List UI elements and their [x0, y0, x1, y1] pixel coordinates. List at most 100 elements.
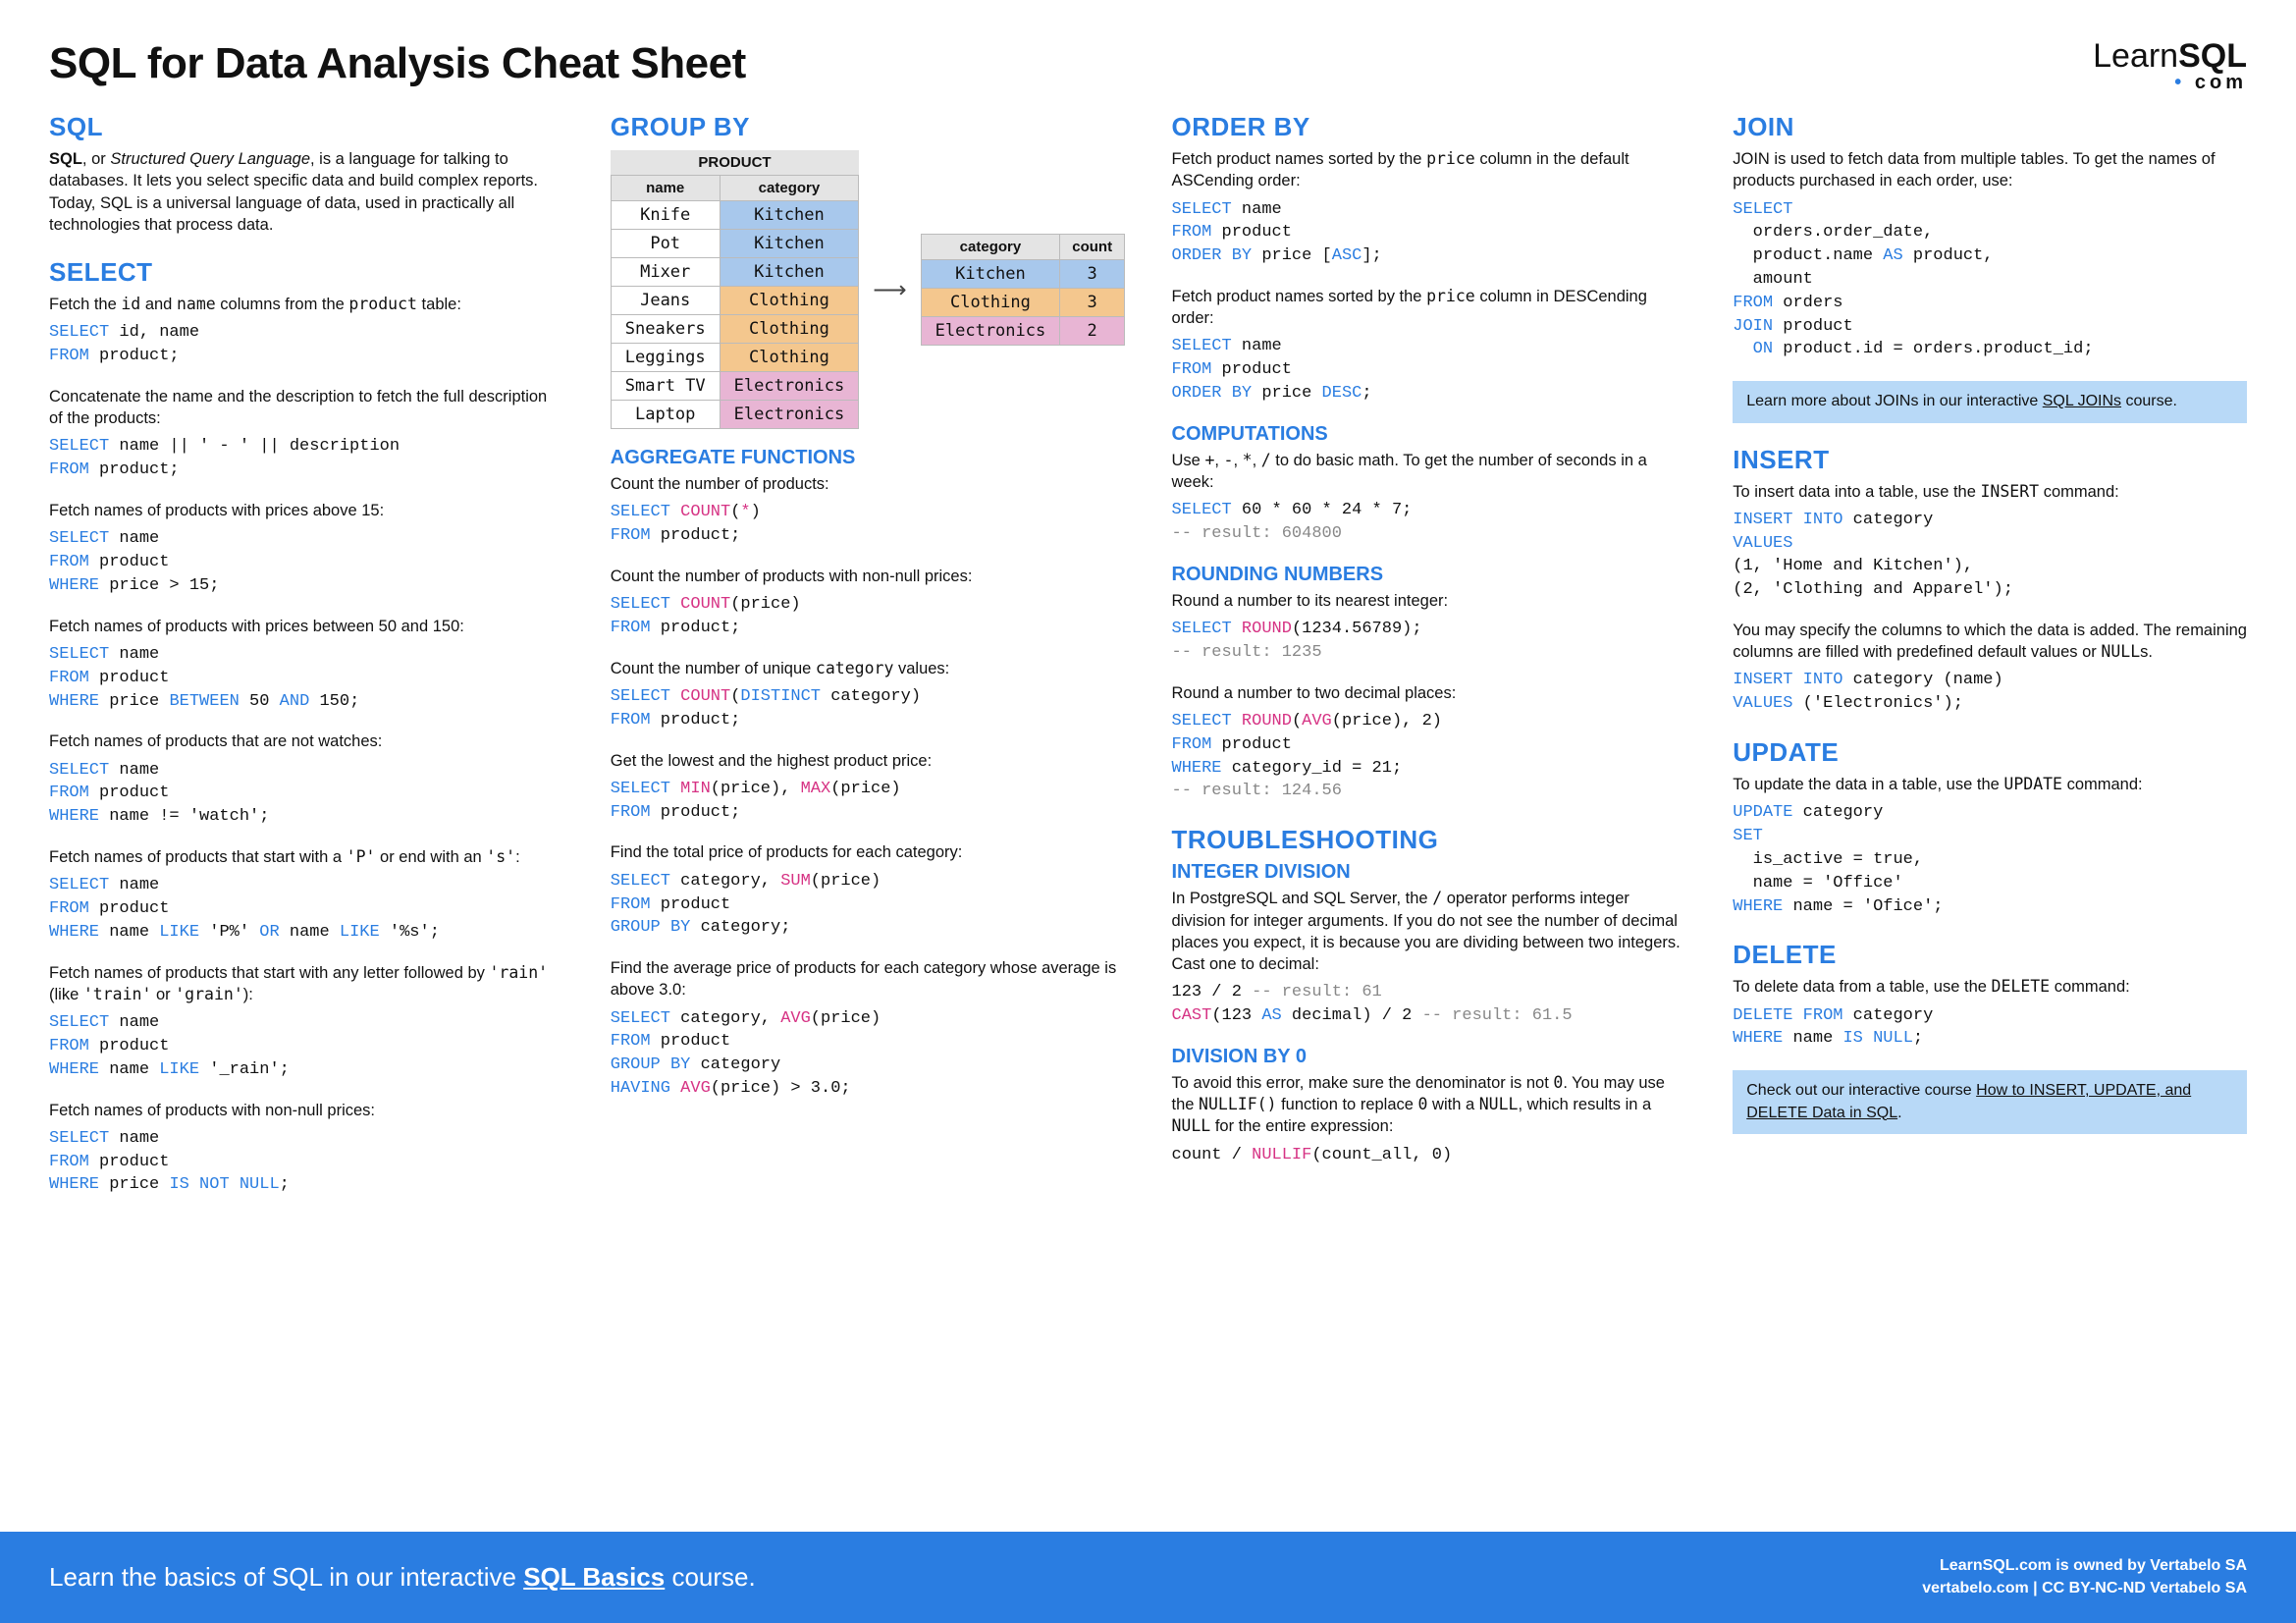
- footer-meta-2: vertabelo.com | CC BY-NC-ND Vertabelo SA: [1922, 1580, 2247, 1596]
- product-table: PRODUCT namecategory KnifeKitchen PotKit…: [611, 150, 859, 429]
- select-desc-1: Fetch the id and name columns from the p…: [49, 294, 563, 315]
- join-callout: Learn more about JOINs in our interactiv…: [1733, 381, 2247, 422]
- agg-block-5: Find the total price of products for eac…: [611, 841, 1125, 940]
- select-block-6: Fetch names of products that start with …: [49, 846, 563, 945]
- select-block-3: Fetch names of products with prices abov…: [49, 500, 563, 598]
- intdiv-code: 123 / 2 -- result: 61 CAST(123 AS decima…: [1172, 981, 1686, 1028]
- cell: Knife: [611, 201, 720, 230]
- select-block-2: Concatenate the name and the description…: [49, 386, 563, 482]
- footer: Learn the basics of SQL in our interacti…: [0, 1532, 2296, 1623]
- insert-code-2: INSERT INTO category (name) VALUES ('Ele…: [1733, 669, 2247, 716]
- sql-joins-link[interactable]: SQL JOINs: [2043, 393, 2121, 409]
- delete-heading: DELETE: [1733, 940, 2247, 970]
- delete-code: DELETE FROM category WHERE name IS NULL;: [1733, 1004, 2247, 1052]
- agg-desc-1: Count the number of products:: [611, 473, 1125, 495]
- logo-sub: com: [2195, 72, 2247, 93]
- round-heading: ROUNDING NUMBERS: [1172, 564, 1686, 586]
- insert-block-1: To insert data into a table, use the INS…: [1733, 481, 2247, 602]
- cell: Clothing: [720, 344, 859, 372]
- round-code-2: SELECT ROUND(AVG(price), 2) FROM product…: [1172, 710, 1686, 803]
- sql-desc: SQL, or Structured Query Language, is a …: [49, 148, 563, 236]
- select-block-5: Fetch names of products that are not wat…: [49, 730, 563, 829]
- logo: LearnSQL • com: [2093, 39, 2247, 92]
- delete-desc: To delete data from a table, use the DEL…: [1733, 976, 2247, 998]
- intdiv-heading: INTEGER DIVISION: [1172, 861, 1686, 884]
- agg-code-5: SELECT category, SUM(price) FROM product…: [611, 870, 1125, 940]
- comp-block: Use +, -, *, / to do basic math. To get …: [1172, 450, 1686, 546]
- column-2: GROUP BY PRODUCT namecategory KnifeKitch…: [611, 112, 1125, 1215]
- join-code: SELECT orders.order_date, product.name A…: [1733, 198, 2247, 362]
- cell: Electronics: [921, 317, 1060, 346]
- select-desc-8: Fetch names of products with non-null pr…: [49, 1100, 563, 1121]
- select-code-5: SELECT name FROM product WHERE name != '…: [49, 759, 563, 829]
- trouble-heading: TROUBLESHOOTING: [1172, 825, 1686, 855]
- orderby-code-1: SELECT name FROM product ORDER BY price …: [1172, 198, 1686, 268]
- round-block-1: Round a number to its nearest integer: S…: [1172, 590, 1686, 665]
- update-code: UPDATE category SET is_active = true, na…: [1733, 801, 2247, 918]
- select-code-2: SELECT name || ' - ' || description FROM…: [49, 435, 563, 482]
- agg-code-4: SELECT MIN(price), MAX(price) FROM produ…: [611, 778, 1125, 825]
- update-heading: UPDATE: [1733, 737, 2247, 768]
- agg-desc-4: Get the lowest and the highest product p…: [611, 750, 1125, 772]
- orderby-code-2: SELECT name FROM product ORDER BY price …: [1172, 335, 1686, 405]
- insert-heading: INSERT: [1733, 445, 2247, 475]
- round-desc-1: Round a number to its nearest integer:: [1172, 590, 1686, 612]
- select-block-1: Fetch the id and name columns from the p…: [49, 294, 563, 368]
- groupby-tables: PRODUCT namecategory KnifeKitchen PotKit…: [611, 150, 1125, 429]
- agg-desc-5: Find the total price of products for eac…: [611, 841, 1125, 863]
- logo-text-2: SQL: [2178, 37, 2247, 75]
- select-desc-5: Fetch names of products that are not wat…: [49, 730, 563, 752]
- comp-heading: COMPUTATIONS: [1172, 423, 1686, 446]
- comp-code: SELECT 60 * 60 * 24 * 7; -- result: 6048…: [1172, 499, 1686, 546]
- select-desc-2: Concatenate the name and the description…: [49, 386, 563, 430]
- product-caption: PRODUCT: [611, 150, 859, 175]
- footer-cta-pre: Learn the basics of SQL in our interacti…: [49, 1562, 523, 1592]
- select-code-1: SELECT id, name FROM product;: [49, 321, 563, 368]
- sql-basics-link[interactable]: SQL Basics: [523, 1562, 665, 1592]
- cell: Kitchen: [720, 230, 859, 258]
- intdiv-block: In PostgreSQL and SQL Server, the / oper…: [1172, 888, 1686, 1028]
- th-category: category: [921, 235, 1060, 260]
- dml-course-link[interactable]: How to INSERT, UPDATE, and DELETE Data i…: [1746, 1082, 2191, 1120]
- select-block-4: Fetch names of products with prices betw…: [49, 616, 563, 714]
- select-desc-4: Fetch names of products with prices betw…: [49, 616, 563, 637]
- round-block-2: Round a number to two decimal places: SE…: [1172, 682, 1686, 803]
- cell: Clothing: [720, 287, 859, 315]
- cell: Leggings: [611, 344, 720, 372]
- update-block: To update the data in a table, use the U…: [1733, 774, 2247, 918]
- div0-code: count / NULLIF(count_all, 0): [1172, 1144, 1686, 1167]
- orderby-heading: ORDER BY: [1172, 112, 1686, 142]
- result-table: categorycount Kitchen3 Clothing3 Electro…: [921, 234, 1125, 346]
- select-block-8: Fetch names of products with non-null pr…: [49, 1100, 563, 1198]
- select-heading: SELECT: [49, 257, 563, 288]
- agg-desc-6: Find the average price of products for e…: [611, 957, 1125, 1001]
- cell: Pot: [611, 230, 720, 258]
- cell: Clothing: [921, 289, 1060, 317]
- delete-block: To delete data from a table, use the DEL…: [1733, 976, 2247, 1051]
- select-block-7: Fetch names of products that start with …: [49, 962, 563, 1082]
- select-desc-6: Fetch names of products that start with …: [49, 846, 563, 868]
- div0-heading: DIVISION BY 0: [1172, 1046, 1686, 1068]
- th-count: count: [1060, 235, 1125, 260]
- div0-desc: To avoid this error, make sure the denom…: [1172, 1072, 1686, 1138]
- page-title: SQL for Data Analysis Cheat Sheet: [49, 39, 746, 88]
- select-code-6: SELECT name FROM product WHERE name LIKE…: [49, 874, 563, 944]
- insert-block-2: You may specify the columns to which the…: [1733, 620, 2247, 716]
- agg-code-2: SELECT COUNT(price) FROM product;: [611, 593, 1125, 640]
- join-heading: JOIN: [1733, 112, 2247, 142]
- join-block: JOIN is used to fetch data from multiple…: [1733, 148, 2247, 361]
- cell: Mixer: [611, 258, 720, 287]
- footer-meta: LearnSQL.com is owned by Vertabelo SA ve…: [1922, 1555, 2247, 1599]
- arrow-icon: ⟶: [873, 276, 906, 304]
- cell: Laptop: [611, 401, 720, 429]
- th-category: category: [720, 176, 859, 201]
- agg-block-3: Count the number of unique category valu…: [611, 658, 1125, 732]
- cell: Smart TV: [611, 372, 720, 401]
- agg-code-3: SELECT COUNT(DISTINCT category) FROM pro…: [611, 685, 1125, 732]
- agg-block-2: Count the number of products with non-nu…: [611, 566, 1125, 640]
- footer-cta-post: course.: [665, 1562, 756, 1592]
- select-code-4: SELECT name FROM product WHERE price BET…: [49, 643, 563, 713]
- cell: Electronics: [720, 401, 859, 429]
- cell: Sneakers: [611, 315, 720, 344]
- column-1: SQL SQL, or Structured Query Language, i…: [49, 112, 563, 1215]
